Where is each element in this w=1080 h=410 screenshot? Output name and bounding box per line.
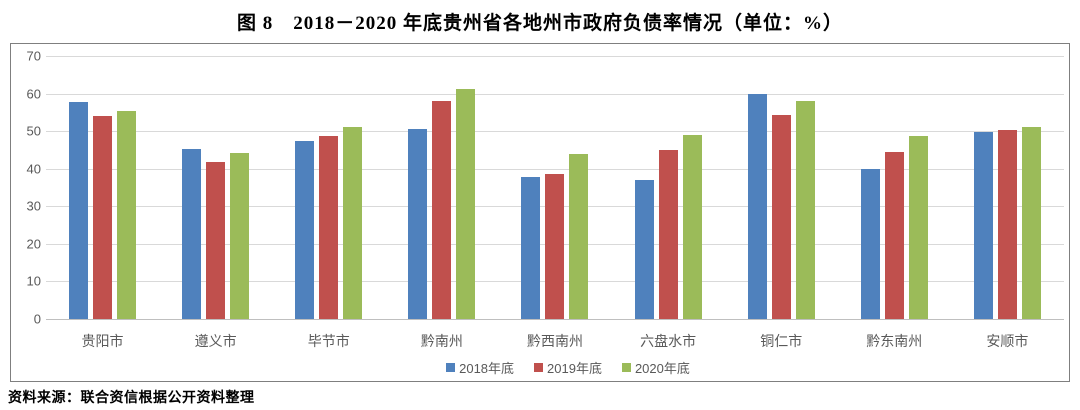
bar — [432, 101, 452, 319]
bar — [295, 141, 315, 319]
bar — [408, 129, 428, 319]
y-axis-tick-label: 10 — [26, 273, 41, 289]
y-axis-tick-label: 40 — [26, 161, 41, 177]
bar — [206, 161, 226, 319]
bar-groups — [46, 56, 1064, 319]
plot-area — [46, 56, 1064, 320]
figure-title: 图 8 2018－2020 年底贵州省各地州市政府负债率情况（单位：%） — [236, 13, 843, 34]
bar — [230, 152, 250, 319]
x-axis-category-label: 铜仁市 — [760, 333, 803, 349]
bar-group — [951, 56, 1064, 319]
y-axis-tick-label: 0 — [33, 311, 41, 327]
gridline — [46, 93, 1064, 95]
bar — [860, 168, 880, 319]
bar — [658, 150, 678, 319]
bar — [545, 173, 565, 319]
y-axis-tick-label: 20 — [26, 236, 41, 252]
bar — [182, 148, 202, 319]
bar-group — [498, 56, 611, 319]
legend-swatch-icon — [534, 363, 544, 372]
legend-item: 2020年底 — [621, 358, 690, 377]
y-axis-tick-label: 60 — [26, 86, 41, 102]
bar — [747, 93, 767, 319]
bar — [795, 101, 815, 319]
legend-item: 2019年底 — [534, 358, 602, 377]
bar — [343, 126, 363, 319]
bar-group — [612, 56, 725, 319]
legend-item: 2018年底 — [446, 358, 514, 377]
bar — [682, 135, 702, 319]
bar — [634, 179, 654, 319]
bar — [117, 110, 137, 319]
chart-figure: 贵阳市 遵义市 毕节市 黔南州 黔西南州 六盘水市 铜仁市 黔东南州 安顺市 2018年底 201… — [10, 43, 1070, 382]
bar-group — [272, 56, 385, 319]
source-note: 资料来源：联合资信根据公开资料整理 — [8, 391, 255, 406]
bar — [569, 153, 589, 319]
bar-group — [159, 56, 272, 319]
bar — [1021, 127, 1041, 319]
bar-group — [46, 56, 159, 319]
x-axis-category-label: 黔南州 — [420, 333, 463, 349]
x-axis-category-label: 贵阳市 — [81, 333, 124, 349]
legend-swatch-icon — [621, 363, 631, 372]
legend-label: 2019年底 — [547, 361, 602, 376]
bar — [93, 115, 113, 319]
x-axis-category-label: 黔西南州 — [526, 333, 583, 349]
x-axis-category-label: 毕节市 — [307, 333, 350, 349]
x-axis-category-label: 六盘水市 — [640, 333, 697, 349]
y-axis-tick-label: 70 — [26, 48, 41, 64]
bar-group — [385, 56, 498, 319]
legend-swatch-icon — [446, 363, 456, 372]
x-axis-category-label: 遵义市 — [194, 333, 237, 349]
y-axis-tick-label: 50 — [26, 123, 41, 139]
x-axis-category-label: 安顺市 — [986, 333, 1029, 349]
gridline — [46, 56, 1064, 57]
bar — [319, 136, 339, 319]
bar — [973, 131, 993, 319]
legend-label: 2020年底 — [634, 361, 690, 376]
bar-group — [838, 56, 951, 319]
gridline — [46, 168, 1064, 170]
legend: 2018年底 2019年底 2020年底 — [39, 358, 1080, 377]
y-axis-tick-label: 30 — [26, 198, 41, 214]
bar-group — [725, 56, 838, 319]
bar — [997, 129, 1017, 319]
bar — [69, 102, 89, 319]
gridline — [46, 319, 1064, 320]
bar — [521, 176, 541, 319]
gridline — [46, 131, 1064, 133]
x-axis-category-label: 黔东南州 — [866, 333, 923, 349]
bar — [771, 115, 791, 319]
bar — [456, 89, 476, 319]
bar — [884, 151, 904, 319]
x-axis-labels: 贵阳市 遵义市 毕节市 黔南州 黔西南州 六盘水市 铜仁市 黔东南州 安顺市 — [46, 331, 1064, 351]
legend-label: 2018年底 — [459, 361, 515, 376]
bar — [908, 135, 928, 319]
